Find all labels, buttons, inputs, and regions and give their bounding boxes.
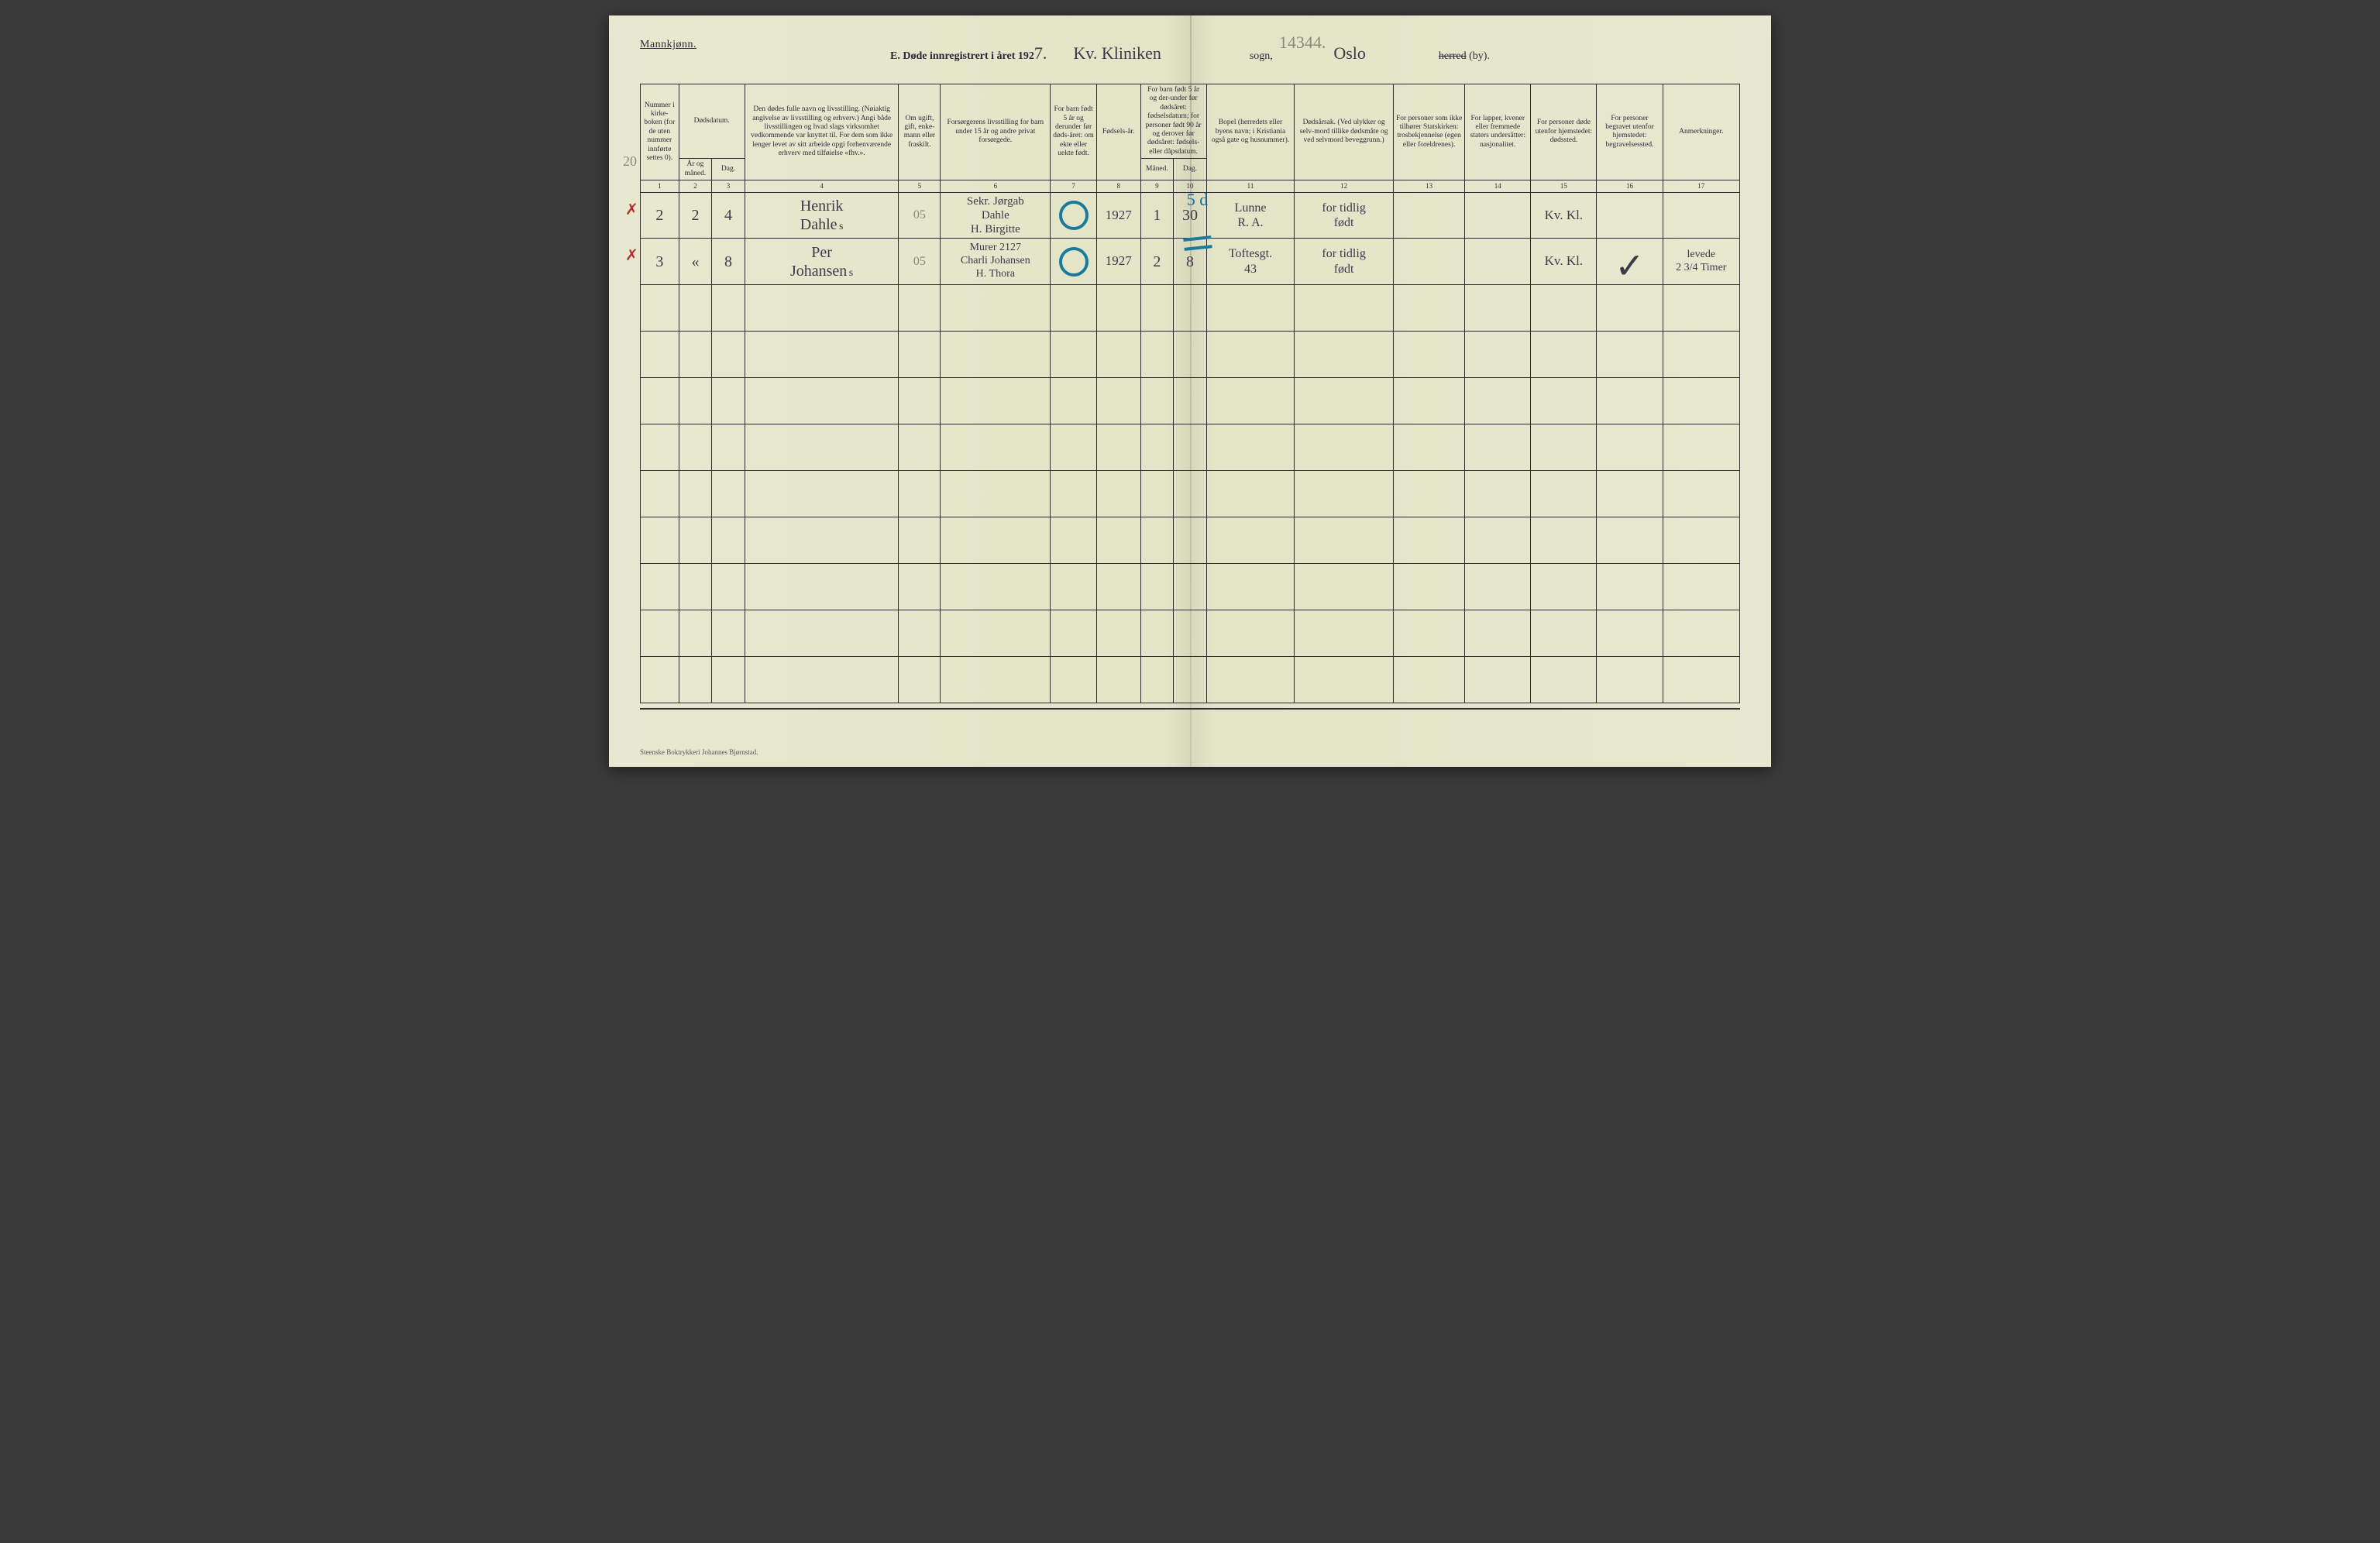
cell-birthmonth: 2 bbox=[1140, 238, 1174, 284]
cell-nationality bbox=[1465, 192, 1531, 238]
entry-number: 2 bbox=[655, 207, 663, 224]
cell-cause: for tidlig født bbox=[1295, 192, 1394, 238]
colnum: 7 bbox=[1051, 180, 1097, 192]
herred-by: herred (by). bbox=[1439, 50, 1490, 62]
hdr-legit: For barn født 5 år og derunder før døds-… bbox=[1051, 84, 1097, 180]
hdr-deathplace: For personer døde utenfor hjemstedet: dø… bbox=[1531, 84, 1597, 180]
hdr-birthyear: Fødsels-år. bbox=[1096, 84, 1140, 180]
hdr-number: Nummer i kirke-boken (for de uten nummer… bbox=[641, 84, 679, 180]
hdr-burialplace: For personer begravet utenfor hjemstedet… bbox=[1597, 84, 1663, 180]
cell-status: 05 bbox=[899, 238, 941, 284]
hdr-nationality: For lapper, kvener eller fremmede stater… bbox=[1465, 84, 1531, 180]
colnum: 12 bbox=[1295, 180, 1394, 192]
cell-birthmonth: 1 bbox=[1140, 192, 1174, 238]
colnum: 2 bbox=[679, 180, 712, 192]
cell-month: « bbox=[679, 238, 712, 284]
colnum: 11 bbox=[1206, 180, 1295, 192]
cell-legit bbox=[1051, 238, 1097, 284]
hdr-remarks: Anmerkninger. bbox=[1663, 84, 1739, 180]
title-prefix: E. Døde innregistrert i året 192 bbox=[890, 50, 1034, 62]
colnum: 8 bbox=[1096, 180, 1140, 192]
sogn-label: sogn, bbox=[1250, 50, 1273, 62]
cell-legit bbox=[1051, 192, 1097, 238]
cell-religion bbox=[1393, 238, 1464, 284]
margin-pencil-top: 20 bbox=[623, 153, 637, 170]
colnum: 5 bbox=[899, 180, 941, 192]
hdr-cause: Dødsårsak. (Ved ulykker og selv-mord til… bbox=[1295, 84, 1394, 180]
hdr-death-day: Dag. bbox=[712, 159, 745, 180]
colnum: 6 bbox=[941, 180, 1051, 192]
cell-cause: for tidlig født bbox=[1295, 238, 1394, 284]
cell-residence: Toftesgt. 43 bbox=[1206, 238, 1295, 284]
hdr-deathdate-group: Dødsdatum. bbox=[679, 84, 745, 159]
hdr-provider: Forsørgerens livsstilling for barn under… bbox=[941, 84, 1051, 180]
hdr-birthdate-group: For barn født 5 år og der-under før døds… bbox=[1140, 84, 1206, 159]
hdr-religion: For personer som ikke tilhører Statskirk… bbox=[1393, 84, 1464, 180]
cell-residence: 5 d Lunne R. A. bbox=[1206, 192, 1295, 238]
blue-equals-icon bbox=[1184, 237, 1212, 253]
cell-burial bbox=[1597, 192, 1663, 238]
hdr-death-yearmonth: År og måned. bbox=[679, 159, 712, 180]
cell-religion bbox=[1393, 192, 1464, 238]
cell-deathplace: Kv. Kl. bbox=[1531, 238, 1597, 284]
margin-x-icon: ✗ bbox=[625, 201, 638, 219]
hdr-birth-month: Måned. bbox=[1140, 159, 1174, 180]
page-fold bbox=[1190, 15, 1192, 767]
colnum: 15 bbox=[1531, 180, 1597, 192]
hdr-marital: Om ugift, gift, enke-mann eller fraskilt… bbox=[899, 84, 941, 180]
cell-status: 05 bbox=[899, 192, 941, 238]
colnum: 17 bbox=[1663, 180, 1739, 192]
cell-name: Henrik Dahle s bbox=[745, 192, 899, 238]
parish-handwritten: Kv. Kliniken bbox=[1073, 43, 1161, 64]
entry-number: 3 bbox=[655, 253, 663, 270]
title-year-suffix: 7. bbox=[1034, 43, 1047, 63]
cell-remarks bbox=[1663, 192, 1739, 238]
colnum: 3 bbox=[712, 180, 745, 192]
printer-footer: Steenske Boktrykkeri Johannes Bjørnstad. bbox=[640, 748, 758, 756]
colnum: 1 bbox=[641, 180, 679, 192]
colnum: 16 bbox=[1597, 180, 1663, 192]
cell-day: 4 bbox=[712, 192, 745, 238]
table-row: ✗ 2 2 4 Henrik Dahle s 05 Sekr. Jørgab D… bbox=[641, 192, 1740, 238]
margin-x-icon: ✗ bbox=[625, 246, 638, 265]
colnum: 4 bbox=[745, 180, 899, 192]
colnum: 14 bbox=[1465, 180, 1531, 192]
cell-number: ✗ 2 bbox=[641, 192, 679, 238]
cell-name: Per Johansen s bbox=[745, 238, 899, 284]
cell-birthyear: 1927 bbox=[1096, 192, 1140, 238]
circle-o-icon bbox=[1059, 247, 1089, 277]
circle-o-icon bbox=[1059, 201, 1089, 230]
cell-provider: Murer 2127 Charli Johansen H. Thora bbox=[941, 238, 1051, 284]
checkmark-icon: ✓ bbox=[1615, 246, 1645, 286]
pencil-number: 14344. bbox=[1279, 33, 1326, 53]
cell-birthyear: 1927 bbox=[1096, 238, 1140, 284]
cell-remarks: levede 2 3/4 Timer bbox=[1663, 238, 1739, 284]
colnum: 9 bbox=[1140, 180, 1174, 192]
cell-day: 8 bbox=[712, 238, 745, 284]
city-handwritten: Oslo bbox=[1333, 43, 1366, 64]
hdr-name: Den dødes fulle navn og livsstilling. (N… bbox=[745, 84, 899, 180]
cell-burial: ✓ bbox=[1597, 238, 1663, 284]
cell-provider: Sekr. Jørgab Dahle H. Birgitte bbox=[941, 192, 1051, 238]
blue-topnote: 5 d bbox=[1187, 190, 1209, 210]
table-row: ✗ 3 « 8 Per Johansen s 05 Murer 2127 Cha… bbox=[641, 238, 1740, 284]
cell-nationality bbox=[1465, 238, 1531, 284]
cell-number: ✗ 3 bbox=[641, 238, 679, 284]
colnum: 13 bbox=[1393, 180, 1464, 192]
cell-month: 2 bbox=[679, 192, 712, 238]
title-row: E. Døde innregistrert i året 1927. Kv. K… bbox=[640, 43, 1740, 70]
ledger-page: 20 Mannkjønn. E. Døde innregistrert i år… bbox=[609, 15, 1771, 767]
cell-deathplace: Kv. Kl. bbox=[1531, 192, 1597, 238]
hdr-residence: Bopel (herredets eller byens navn; i Kri… bbox=[1206, 84, 1295, 180]
